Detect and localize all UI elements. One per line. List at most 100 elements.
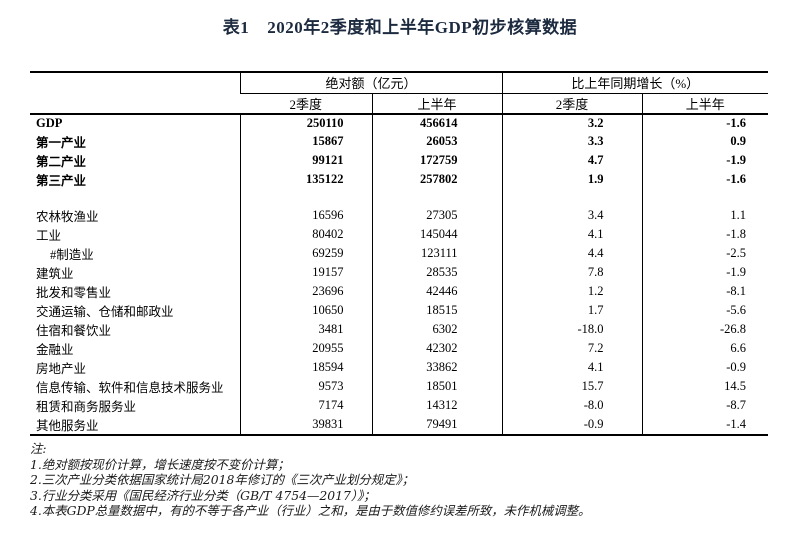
cell-value: 16596 [239, 206, 372, 225]
table-row: 交通运输、仓储和邮政业 10650 18515 1.7 -5.6 [30, 301, 769, 320]
table-row: 工业 80402 145044 4.1 -1.8 [30, 225, 769, 244]
cell-value: 135122 [239, 170, 372, 189]
cell-value: 80402 [239, 225, 372, 244]
cell-value: 1.9 [501, 170, 643, 189]
table-row: GDP 250110 456614 3.2 -1.6 [30, 113, 769, 132]
cell-value: -0.9 [501, 415, 643, 435]
row-label: 住宿和餐饮业 [36, 324, 112, 338]
cell-value: 456614 [371, 113, 503, 132]
cell-value: 9573 [239, 377, 372, 396]
cell-value: 15867 [239, 132, 372, 151]
cell-value: 4.7 [501, 151, 643, 170]
cell-value: 33862 [371, 358, 503, 377]
cell-value: 145044 [371, 225, 503, 244]
cell-value: -1.6 [641, 113, 769, 132]
cell-value: 3.3 [501, 132, 643, 151]
cell-value: 3.2 [501, 113, 643, 132]
cell-value: 18501 [371, 377, 503, 396]
cell-value: -8.7 [641, 396, 769, 415]
cell-value: 7174 [239, 396, 372, 415]
notes-heading: 注: [30, 441, 47, 456]
row-label: 工业 [36, 229, 62, 243]
cell-value: 15.7 [501, 377, 643, 396]
cell-value: 27305 [371, 206, 503, 225]
row-label: 建筑业 [36, 267, 74, 281]
table-row: 信息传输、软件和信息技术服务业 9573 18501 15.7 14.5 [30, 377, 769, 396]
row-label: 交通运输、仓储和邮政业 [36, 305, 174, 319]
cell-value: 0.9 [641, 132, 769, 151]
table-row: 第二产业 99121 172759 4.7 -1.9 [30, 151, 769, 170]
cell-value: 1.1 [641, 206, 769, 225]
table-row: 第三产业 135122 257802 1.9 -1.6 [30, 170, 769, 189]
table-row: 房地产业 18594 33862 4.1 -0.9 [30, 358, 769, 377]
cell-value: 79491 [371, 415, 503, 435]
cell-value: 123111 [371, 244, 503, 263]
cell-value: 1.7 [501, 301, 643, 320]
row-label: 租赁和商务服务业 [36, 400, 137, 414]
cell-value: -5.6 [641, 301, 769, 320]
cell-value: 250110 [239, 113, 372, 132]
spacer-cell [30, 189, 240, 206]
cell-value: 39831 [239, 415, 372, 435]
cell-value: 4.1 [501, 358, 643, 377]
row-label: 批发和零售业 [36, 286, 112, 300]
cell-value: 26053 [371, 132, 503, 151]
subheader-h1-abs: 上半年 [371, 93, 503, 115]
cell-value: 18515 [371, 301, 503, 320]
table-row: #制造业 69259 123111 4.4 -2.5 [30, 244, 769, 263]
cell-value: 172759 [371, 151, 503, 170]
cell-value: 14.5 [641, 377, 769, 396]
cell-value: 69259 [239, 244, 372, 263]
table-row: 租赁和商务服务业 7174 14312 -8.0 -8.7 [30, 396, 769, 415]
cell-value: 7.8 [501, 263, 643, 282]
note-item: 1.绝对额按现价计算，增长速度按不变价计算； [30, 456, 290, 472]
row-label: 信息传输、软件和信息技术服务业 [36, 381, 224, 395]
cell-value: 42302 [371, 339, 503, 358]
table-header: 绝对额（亿元） 比上年同期增长（%） 2季度 上半年 2季度 上半年 [30, 72, 769, 115]
page-title: 表1 2020年2季度和上半年GDP初步核算数据 [0, 13, 800, 38]
row-label: GDP [36, 115, 63, 130]
cell-value: 4.1 [501, 225, 643, 244]
spacer-row [30, 189, 769, 206]
spacer-cell [501, 189, 643, 206]
cell-value: -1.9 [641, 263, 769, 282]
gdp-table: 绝对额（亿元） 比上年同期增长（%） 2季度 上半年 2季度 上半年 GDP 25… [30, 71, 769, 436]
cell-value: 10650 [239, 301, 372, 320]
subheader-q2-abs: 2季度 [240, 93, 372, 115]
row-label: 房地产业 [36, 362, 87, 376]
table-row: 其他服务业 39831 79491 -0.9 -1.4 [30, 415, 769, 435]
notes-list: 1.绝对额按现价计算，增长速度按不变价计算； 2.三次产业分类依据国家统计局201… [30, 457, 800, 519]
cell-value: 3481 [239, 320, 372, 339]
row-label: 金融业 [36, 343, 74, 357]
cell-value: -0.9 [641, 358, 769, 377]
subheader-q2-growth: 2季度 [501, 93, 643, 115]
cell-value: -8.0 [501, 396, 643, 415]
cell-value: 19157 [239, 263, 372, 282]
cell-value: 7.2 [501, 339, 643, 358]
row-label: 第一产业 [36, 136, 87, 150]
table-title-text: 2020年2季度和上半年GDP初步核算数据 [267, 18, 578, 37]
cell-value: -18.0 [501, 320, 643, 339]
row-label: 农林牧渔业 [36, 210, 99, 224]
table-number-label: 表1 [222, 18, 250, 37]
cell-value: 18594 [239, 358, 372, 377]
spacer-cell [239, 189, 372, 206]
table-row: 批发和零售业 23696 42446 1.2 -8.1 [30, 282, 769, 301]
table-row: 住宿和餐饮业 3481 6302 -18.0 -26.8 [30, 320, 769, 339]
header-group-growth: 比上年同期增长（%） [501, 72, 769, 94]
cell-value: 99121 [239, 151, 372, 170]
cell-value: 3.4 [501, 206, 643, 225]
note-item: 4.本表GDP总量数据中，有的不等于各产业（行业）之和，是由于数值修约误差所致，… [30, 503, 591, 519]
cell-value: 28535 [371, 263, 503, 282]
cell-value: 6.6 [641, 339, 769, 358]
note-item: 3.行业分类采用《国民经济行业分类（GB/T 4754—2017）》； [30, 487, 376, 503]
cell-value: -2.5 [641, 244, 769, 263]
notes: 注: 1.绝对额按现价计算，增长速度按不变价计算； 2.三次产业分类依据国家统计局… [30, 441, 800, 519]
table-row: 建筑业 19157 28535 7.8 -1.9 [30, 263, 769, 282]
subheader-h1-growth: 上半年 [641, 93, 769, 115]
cell-value: -8.1 [641, 282, 769, 301]
header-label-cell [30, 72, 240, 115]
table-body: GDP 250110 456614 3.2 -1.6 第一产业 15867 26053 3.3 0… [30, 113, 769, 435]
cell-value: 257802 [371, 170, 503, 189]
cell-value: 14312 [371, 396, 503, 415]
